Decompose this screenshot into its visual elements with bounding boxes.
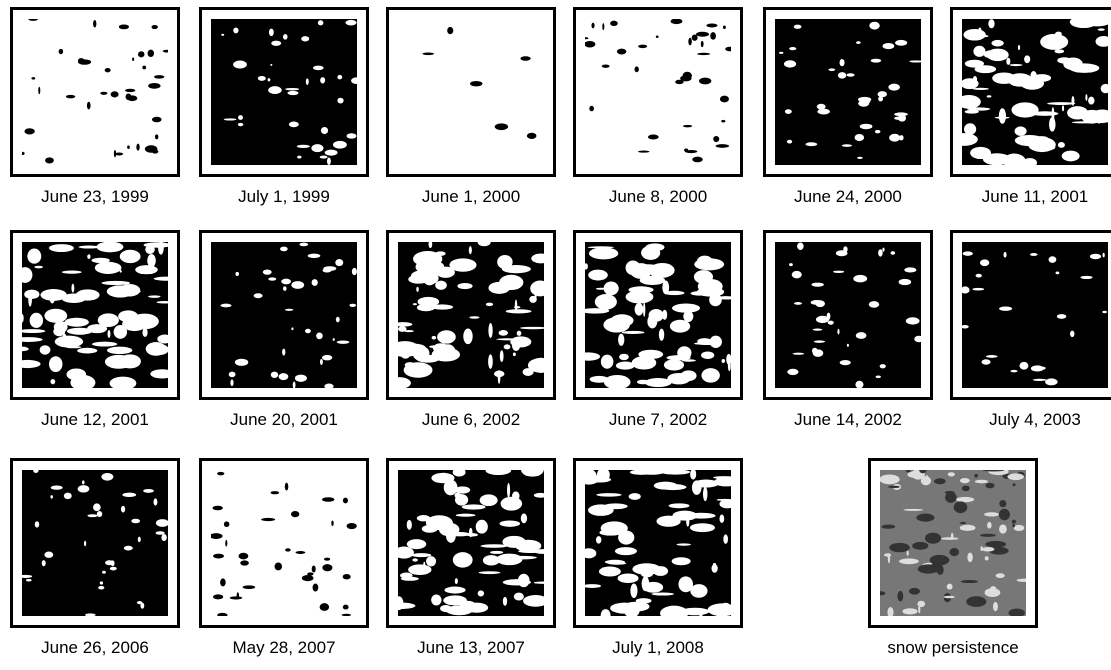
caption: June 7, 2002 bbox=[563, 410, 753, 430]
satellite-image bbox=[585, 19, 731, 165]
satellite-image bbox=[398, 19, 544, 165]
image-frame bbox=[573, 458, 743, 628]
caption: June 24, 2000 bbox=[753, 187, 943, 207]
satellite-image bbox=[398, 470, 544, 616]
caption: June 23, 1999 bbox=[0, 187, 190, 207]
caption: June 12, 2001 bbox=[0, 410, 190, 430]
image-frame bbox=[573, 230, 743, 400]
caption: July 4, 2003 bbox=[940, 410, 1111, 430]
caption: June 26, 2006 bbox=[0, 638, 190, 658]
image-frame bbox=[763, 7, 933, 177]
caption: June 1, 2000 bbox=[376, 187, 566, 207]
satellite-image bbox=[775, 19, 921, 165]
image-frame bbox=[386, 230, 556, 400]
image-frame bbox=[10, 458, 180, 628]
caption: snow persistence bbox=[858, 638, 1048, 658]
image-frame bbox=[199, 458, 369, 628]
image-frame bbox=[950, 230, 1111, 400]
image-frame bbox=[573, 7, 743, 177]
satellite-image bbox=[585, 470, 731, 616]
satellite-image bbox=[775, 242, 921, 388]
image-frame bbox=[10, 7, 180, 177]
satellite-image bbox=[211, 19, 357, 165]
satellite-image bbox=[22, 19, 168, 165]
image-frame bbox=[950, 7, 1111, 177]
figure: June 23, 1999July 1, 1999June 1, 2000Jun… bbox=[0, 0, 1111, 670]
caption: June 11, 2001 bbox=[940, 187, 1111, 207]
satellite-image bbox=[211, 470, 357, 616]
satellite-image bbox=[962, 242, 1108, 388]
satellite-image bbox=[585, 242, 731, 388]
caption: June 6, 2002 bbox=[376, 410, 566, 430]
satellite-image bbox=[962, 19, 1108, 165]
image-frame bbox=[199, 7, 369, 177]
caption: June 20, 2001 bbox=[189, 410, 379, 430]
caption: July 1, 1999 bbox=[189, 187, 379, 207]
image-frame bbox=[868, 458, 1038, 628]
caption: May 28, 2007 bbox=[189, 638, 379, 658]
satellite-image bbox=[211, 242, 357, 388]
satellite-image bbox=[22, 470, 168, 616]
satellite-image bbox=[398, 242, 544, 388]
image-frame bbox=[386, 7, 556, 177]
image-frame bbox=[10, 230, 180, 400]
image-frame bbox=[199, 230, 369, 400]
satellite-image bbox=[880, 470, 1026, 616]
image-frame bbox=[763, 230, 933, 400]
caption: July 1, 2008 bbox=[563, 638, 753, 658]
caption: June 13, 2007 bbox=[376, 638, 566, 658]
caption: June 14, 2002 bbox=[753, 410, 943, 430]
caption: June 8, 2000 bbox=[563, 187, 753, 207]
satellite-image bbox=[22, 242, 168, 388]
image-frame bbox=[386, 458, 556, 628]
